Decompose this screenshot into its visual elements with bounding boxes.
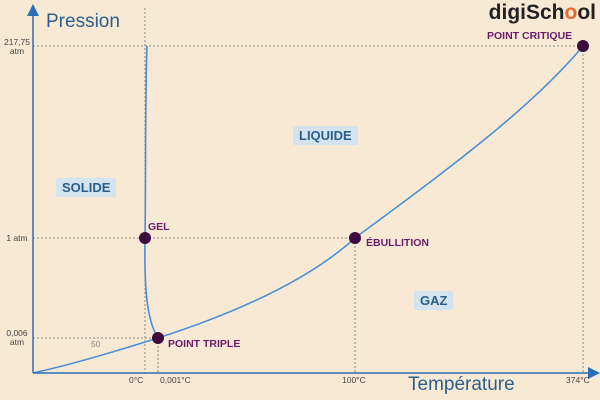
region-solid: SOLIDE xyxy=(56,178,117,197)
region-liquid: LIQUIDE xyxy=(293,126,358,145)
digischool-logo: digiSchool xyxy=(488,1,596,24)
special-points xyxy=(139,40,589,344)
critical-point-label: POINT CRITIQUE xyxy=(487,30,573,42)
vaporization-curve xyxy=(157,45,584,339)
x-tick-374c: 374°C xyxy=(566,375,590,385)
axes xyxy=(27,4,600,379)
boiling-point-label: ÉBULLITION xyxy=(366,237,429,249)
y-tick-triple: 0,006 atm xyxy=(6,328,28,347)
triple-point-marker xyxy=(152,332,164,344)
phase-curves xyxy=(32,45,584,374)
boiling-point-marker xyxy=(349,232,361,244)
sublimation-curve xyxy=(32,337,159,374)
freeze-point-label: GEL xyxy=(148,221,170,233)
y-tick-critical: 217,75 atm xyxy=(4,37,30,56)
y-axis-title: Pression xyxy=(46,11,120,32)
x-axis-title: Température xyxy=(408,374,515,395)
x-tick-0001c: 0,001°C xyxy=(160,375,191,385)
minor-tick-label: 50 xyxy=(91,339,101,349)
triple-point-label: POINT TRIPLE xyxy=(168,338,241,350)
critical-point-marker xyxy=(577,40,589,52)
x-tick-0c: 0°C xyxy=(129,375,144,385)
x-tick-100c: 100°C xyxy=(342,375,366,385)
freeze-point-marker xyxy=(139,232,151,244)
region-gas: GAZ xyxy=(414,291,454,310)
y-tick-1atm: 1 atm xyxy=(6,233,28,243)
fusion-curve xyxy=(144,45,159,339)
